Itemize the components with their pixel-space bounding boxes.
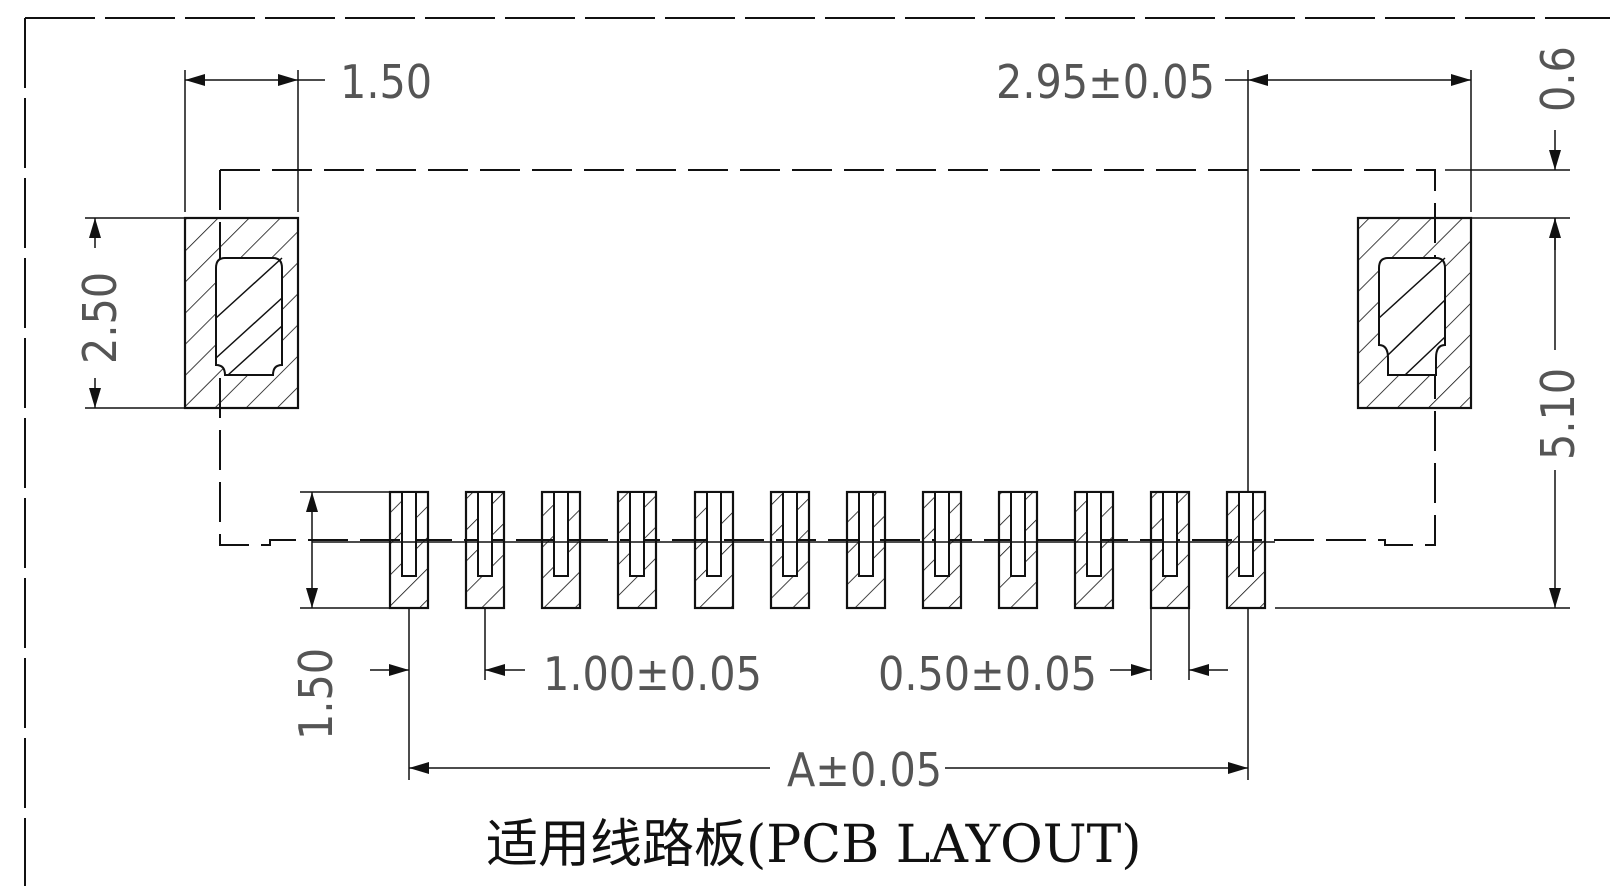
pin-pad xyxy=(388,490,430,610)
left-mount-pad xyxy=(183,216,300,410)
drawing-title: 适用线路板(PCB LAYOUT) xyxy=(486,815,1142,875)
pin-pad xyxy=(540,490,582,610)
pin-pad xyxy=(1149,490,1191,610)
pin-pads xyxy=(388,490,1267,610)
dim-edge-offset: 2.95±0.05 xyxy=(996,55,1472,492)
dim-span: A±0.05 xyxy=(409,608,1249,797)
dim-pin-height-label: 1.50 xyxy=(289,648,343,740)
dim-total-height-label: 5.10 xyxy=(1531,368,1585,460)
pin-pad xyxy=(845,490,887,610)
pin-pad xyxy=(1225,490,1267,610)
pin-pad xyxy=(693,490,735,610)
pin-pad xyxy=(1073,490,1115,610)
dim-edge-offset-label: 2.95±0.05 xyxy=(996,55,1215,109)
dim-total-height: 5.10 xyxy=(1275,218,1585,609)
pin-pad xyxy=(616,490,658,610)
dim-pin-width: 0.50±0.05 xyxy=(878,608,1228,701)
dim-pad-height-label: 2.50 xyxy=(73,272,127,364)
connector-outline xyxy=(219,169,1436,546)
dim-span-label: A±0.05 xyxy=(787,743,942,797)
pin-pad xyxy=(464,490,506,610)
pin-pad xyxy=(921,490,963,610)
right-mount-pad xyxy=(1356,216,1473,410)
dim-pad-width-label: 1.50 xyxy=(340,55,432,109)
dim-pad-width: 1.50 xyxy=(184,55,432,212)
pin-pad xyxy=(769,490,811,610)
dim-pin-width-label: 0.50±0.05 xyxy=(878,647,1097,701)
dim-pin-height: 1.50 xyxy=(289,491,390,740)
dim-pitch-label: 1.00±0.05 xyxy=(543,647,762,701)
pin-pad xyxy=(997,490,1039,610)
dim-pitch: 1.00±0.05 xyxy=(370,608,762,780)
dim-edge-gap-label: 0.6 xyxy=(1531,46,1585,112)
dim-pad-height: 2.50 xyxy=(73,217,185,409)
